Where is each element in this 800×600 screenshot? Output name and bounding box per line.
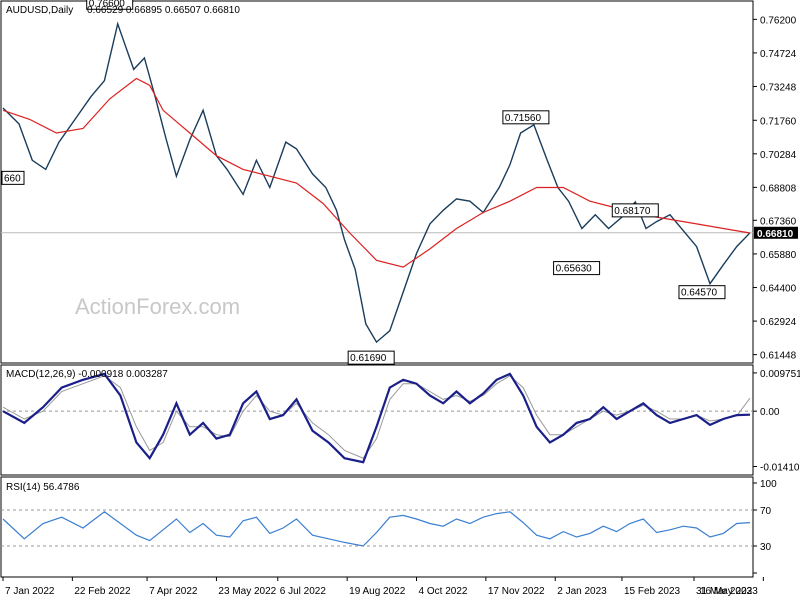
- level-label: 0.71560: [505, 113, 542, 124]
- date-tick-label: 16 May 2023: [700, 586, 758, 597]
- rsi-panel-frame: [0, 476, 754, 578]
- price-tick-label: 0.71760: [760, 116, 797, 127]
- level-label-box: [678, 285, 726, 300]
- rsi-tick-label: 100: [760, 479, 777, 490]
- level-label-box: [86, 0, 134, 10]
- current-price-label: 0.66810: [757, 229, 794, 240]
- level-label-box: [611, 203, 659, 218]
- rsi-line: [2, 511, 751, 547]
- macd-title: MACD(12,26,9) -0.000918 0.003287: [6, 369, 168, 380]
- level-label-box: [502, 110, 550, 125]
- price-tick-label: 0.73248: [760, 82, 797, 93]
- rsi-series-group: [1, 509, 753, 547]
- date-tick-label: 7 Jan 2022: [5, 586, 55, 597]
- price-annotations: 0.76600 660 0.71560 0.68170 0.65630 0.61690 0.…: [1, 0, 726, 365]
- price-tick-label: 0.76200: [760, 15, 797, 26]
- macd-panel-frame: [0, 364, 754, 476]
- date-tick-label: 4 Oct 2022: [419, 586, 468, 597]
- price-tick-label: 0.67360: [760, 216, 797, 227]
- price-tick-label: 0.70284: [760, 150, 797, 161]
- date-tick-label: 17 Nov 2022: [488, 586, 545, 597]
- macd-tick-label: 0.00: [760, 407, 780, 418]
- price-panel: ActionForex.com 0.762000.747240.732480.7…: [0, 0, 798, 365]
- macd-series-group: [1, 372, 753, 464]
- level-label: 0.65630: [556, 264, 593, 275]
- rsi-panel: 100 70 30 RSI(14) 56.4786: [0, 476, 777, 578]
- price-tick-label: 0.74724: [760, 49, 797, 60]
- level-label: 0.64570: [681, 288, 718, 299]
- date-tick-label: 15 Feb 2023: [624, 586, 681, 597]
- date-tick-label: 31 Mar 2023: [696, 586, 753, 597]
- date-tick-label: 22 Feb 2022: [74, 586, 131, 597]
- price-tick-label: 0.64400: [760, 284, 797, 295]
- price-y-axis: 0.76200 0.74724 0.73248 0.71760 0.70284 0.688…: [753, 15, 797, 362]
- macd-y-axis: 0.009751 0.00 -0.014107: [753, 369, 800, 473]
- rsi-y-axis: 100 70 30: [753, 479, 777, 574]
- price-tick-label: 0.68808: [760, 183, 797, 194]
- level-label: 0.76600: [89, 0, 126, 9]
- rsi-tick-label: 70: [760, 506, 772, 517]
- macd-line: [2, 372, 751, 464]
- date-axis: 7 Jan 2022 22 Feb 2022 7 Apr 2022 23 May 20…: [2, 577, 764, 597]
- macd-tick-label: -0.014107: [760, 462, 800, 473]
- symbol-title: AUDUSD,Daily: [6, 5, 73, 16]
- level-label-box: [347, 350, 395, 365]
- macd-panel: 0.009751 0.00 -0.014107 MACD(12,26,9) -0.0…: [0, 364, 800, 476]
- level-label-box: [553, 261, 601, 276]
- level-label: 660: [4, 173, 21, 184]
- price-tick-label: 0.62924: [760, 317, 797, 328]
- current-price-box: [754, 226, 798, 239]
- price-tick-label: 0.61448: [760, 351, 797, 362]
- date-tick-label: 6 Jul 2022: [280, 586, 327, 597]
- ohlc-readout: 0.66529 0.66895 0.66507 0.66810: [87, 5, 240, 16]
- rsi-tick-label: 30: [760, 542, 772, 553]
- date-tick-label: 19 Aug 2022: [349, 586, 406, 597]
- macd-tick-label: 0.009751: [760, 369, 800, 380]
- level-label-box: [1, 170, 25, 185]
- date-tick-label: 2 Jan 2023: [557, 586, 607, 597]
- date-tick-label: 23 May 2022: [218, 586, 276, 597]
- price-tick-label: 0.65880: [760, 250, 797, 261]
- watermark: ActionForex.com: [75, 294, 240, 319]
- rsi-title: RSI(14) 56.4786: [6, 482, 80, 493]
- level-label: 0.61690: [350, 353, 387, 364]
- date-tick-label: 7 Apr 2022: [149, 586, 198, 597]
- level-label: 0.68170: [614, 206, 651, 217]
